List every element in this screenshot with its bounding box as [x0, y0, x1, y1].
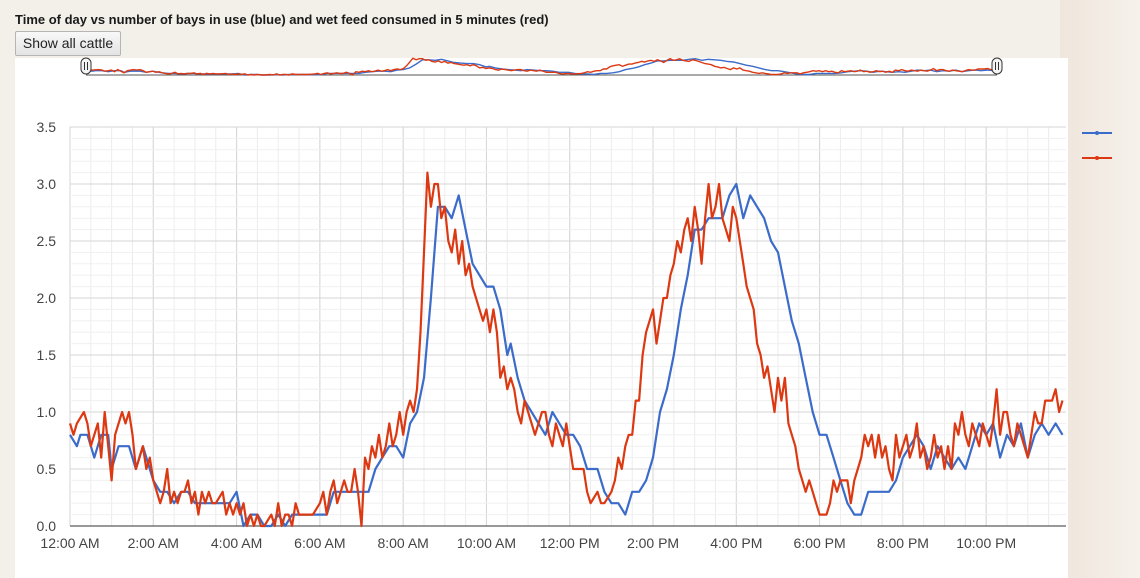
legend-marker-feed [1095, 156, 1099, 160]
x-tick-label: 12:00 PM [540, 535, 600, 551]
y-tick-label: 1.0 [37, 404, 57, 420]
x-tick-label: 10:00 PM [956, 535, 1016, 551]
y-tick-label: 2.0 [37, 290, 57, 306]
y-tick-label: 2.5 [37, 233, 57, 249]
y-tick-label: 1.5 [37, 347, 57, 363]
y-tick-label: 0.5 [37, 461, 57, 477]
chart-axes: 0.0 0.5 1.0 1.5 2.0 2.5 3.0 3.5 12:00 AM 2:00 AM 4… [37, 119, 1066, 551]
range-navigator-line-feed [85, 57, 994, 76]
page-background-edge [1060, 0, 1140, 578]
x-tick-label: 2:00 AM [128, 535, 179, 551]
x-tick-label: 6:00 PM [794, 535, 846, 551]
y-tick-label: 0.0 [37, 518, 57, 534]
chart-title: Time of day vs number of bays in use (bl… [15, 12, 549, 27]
range-navigator-panel [15, 58, 1068, 76]
range-handle-left[interactable] [80, 57, 92, 75]
chart-lines [68, 171, 1064, 528]
y-tick-label: 3.5 [37, 119, 57, 135]
x-tick-label: 6:00 AM [294, 535, 345, 551]
show-all-cattle-button[interactable]: Show all cattle [15, 31, 121, 56]
x-tick-label: 8:00 PM [877, 535, 929, 551]
x-tick-label: 4:00 AM [211, 535, 262, 551]
x-tick-label: 8:00 AM [377, 535, 428, 551]
chart-legend [1082, 131, 1112, 160]
series-line-feed [68, 171, 1064, 528]
x-tick-label: 2:00 PM [627, 535, 679, 551]
x-tick-label: 10:00 AM [457, 535, 516, 551]
range-handle-right[interactable] [991, 57, 1003, 75]
y-tick-label: 3.0 [37, 176, 57, 192]
x-tick-label: 12:00 AM [40, 535, 99, 551]
legend-marker-bays [1095, 131, 1099, 135]
x-tick-label: 4:00 PM [710, 535, 762, 551]
chart-grid [69, 126, 1066, 527]
range-navigator[interactable] [80, 57, 1003, 76]
